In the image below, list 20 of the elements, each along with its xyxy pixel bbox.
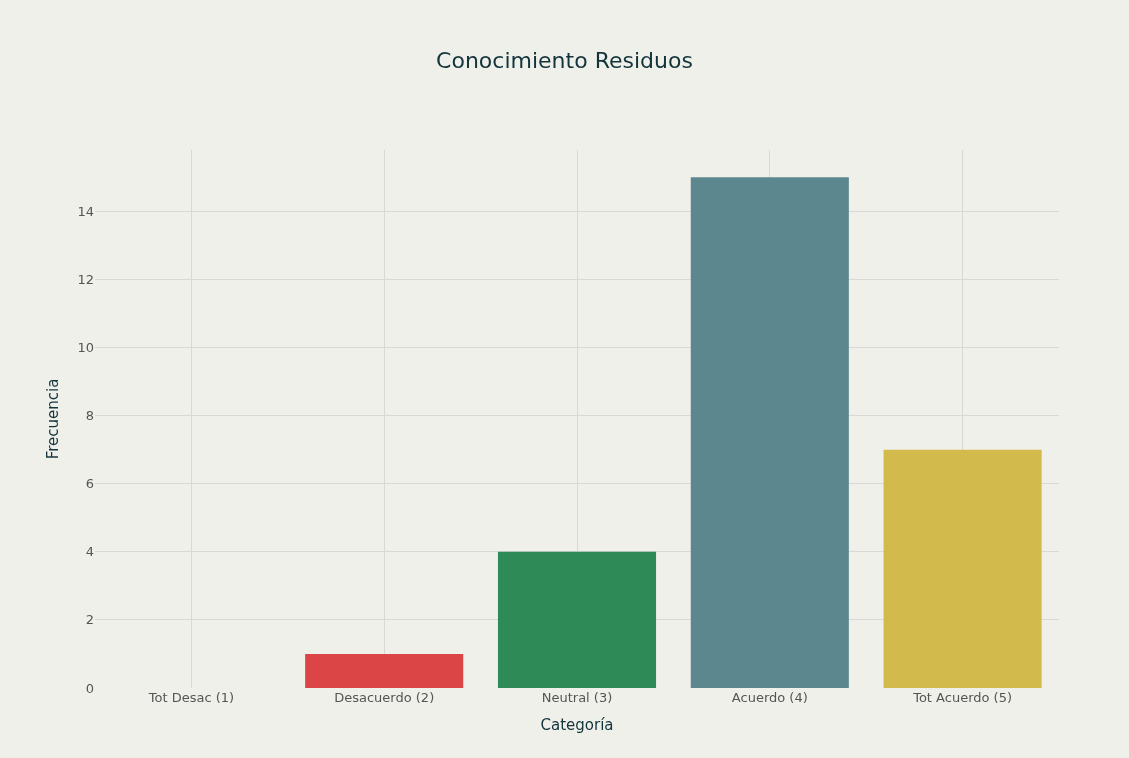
chart-title: Conocimiento Residuos — [436, 48, 693, 74]
x-tick-label: Neutral (3) — [541, 690, 613, 705]
y-tick-label: 14 — [77, 203, 94, 219]
y-tick-label: 8 — [85, 408, 94, 424]
y-tick-label: 10 — [77, 340, 94, 356]
y-tick-label: 2 — [85, 612, 94, 628]
bar — [690, 177, 849, 688]
x-tick-label: Tot Desac (1) — [147, 690, 235, 705]
x-axis-title: Categoría — [540, 716, 614, 734]
bar — [305, 653, 464, 688]
x-tick-label: Acuerdo (4) — [731, 690, 808, 705]
y-axis-title: Frecuencia — [43, 378, 62, 460]
bar — [883, 449, 1042, 688]
bar — [497, 551, 657, 688]
x-tick-label: Tot Acuerdo (5) — [912, 690, 1013, 705]
y-tick-label: 4 — [85, 544, 94, 560]
y-tick-label: 6 — [85, 476, 94, 492]
y-tick-label: 0 — [85, 680, 94, 696]
x-tick-label: Desacuerdo (2) — [334, 690, 435, 705]
y-tick-label: 12 — [77, 271, 94, 287]
